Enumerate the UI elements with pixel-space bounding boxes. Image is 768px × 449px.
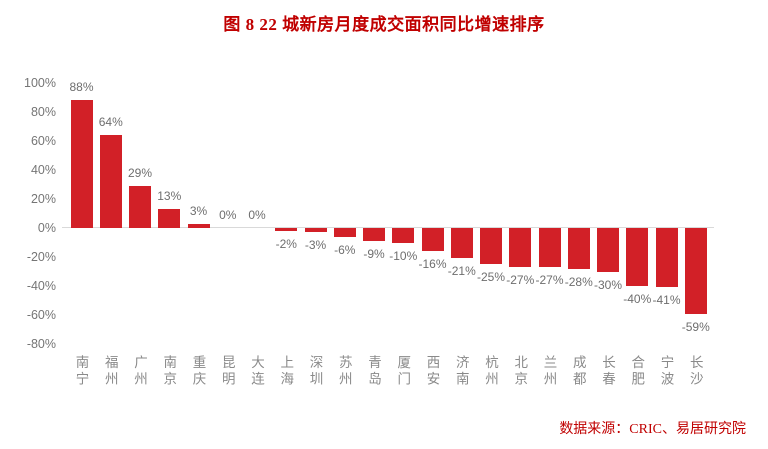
y-axis-tick-label: -40% bbox=[26, 279, 56, 293]
x-axis-city-label: 成都 bbox=[570, 355, 586, 388]
x-axis-city-label: 重庆 bbox=[190, 355, 206, 388]
bar bbox=[70, 100, 93, 228]
x-axis-city-label: 北京 bbox=[512, 355, 528, 388]
x-axis-city-label: 深圳 bbox=[307, 355, 323, 388]
bar-value-label: -25% bbox=[476, 270, 505, 285]
y-axis-tick-label: 20% bbox=[30, 192, 56, 206]
bar-value-label: 64% bbox=[98, 115, 123, 130]
bar bbox=[421, 228, 444, 252]
x-axis-city-label: 大连 bbox=[249, 355, 264, 388]
y-axis-tick-label: 80% bbox=[30, 105, 56, 119]
bar-value-label: -9% bbox=[363, 247, 385, 262]
bar-value-label: 29% bbox=[127, 165, 153, 180]
x-axis-city-label: 济南 bbox=[453, 355, 469, 388]
x-axis-city-label: 上海 bbox=[278, 355, 294, 388]
x-axis-city-label: 长沙 bbox=[687, 355, 703, 388]
x-axis-city-label: 青岛 bbox=[366, 355, 381, 388]
y-axis-tick-label: -60% bbox=[26, 308, 56, 322]
x-axis-city-label: 南京 bbox=[161, 355, 177, 388]
bar bbox=[158, 209, 181, 228]
y-axis-tick-label: 100% bbox=[24, 76, 56, 90]
bar-value-label: -30% bbox=[593, 277, 622, 292]
x-axis-city-label: 西安 bbox=[424, 355, 440, 388]
y-axis-tick-label: 0% bbox=[37, 221, 56, 235]
x-axis-city-label: 南宁 bbox=[73, 355, 89, 388]
x-axis-city-label: 广州 bbox=[132, 355, 147, 388]
bar bbox=[684, 228, 707, 314]
bar bbox=[567, 228, 590, 269]
bar bbox=[480, 228, 502, 265]
bar bbox=[187, 223, 210, 228]
bar bbox=[509, 228, 532, 268]
x-axis-city-label: 长春 bbox=[600, 355, 615, 388]
bar bbox=[392, 228, 415, 243]
bar-value-label: -16% bbox=[418, 257, 447, 272]
bar-value-label: -59% bbox=[681, 319, 710, 334]
bar-value-label: -27% bbox=[506, 273, 535, 288]
bar bbox=[275, 228, 298, 231]
x-axis-city-label: 杭州 bbox=[483, 355, 498, 388]
zero-axis-line bbox=[62, 227, 714, 228]
bar bbox=[626, 228, 649, 286]
bar bbox=[655, 228, 678, 288]
y-axis-tick-label: -80% bbox=[26, 337, 56, 351]
y-axis-tick-label: 60% bbox=[30, 134, 56, 148]
bar bbox=[450, 228, 473, 259]
bar-value-label: -6% bbox=[334, 242, 356, 257]
x-axis-city-label: 厦门 bbox=[395, 355, 411, 388]
bar bbox=[363, 228, 385, 242]
bar-value-label: -21% bbox=[447, 264, 476, 279]
bar-value-label: -28% bbox=[564, 274, 593, 289]
bar-value-label: 13% bbox=[157, 189, 182, 204]
chart-title: 图 8 22 城新房月度成交面积同比增速排序 bbox=[223, 15, 545, 34]
y-axis-tick-label: -20% bbox=[26, 250, 56, 264]
x-axis-city-label: 昆明 bbox=[219, 355, 235, 388]
data-source-note: 数据来源：CRIC、易居研究院 bbox=[559, 422, 746, 437]
bar-value-label: -3% bbox=[304, 238, 327, 253]
bar-value-label: 0% bbox=[219, 208, 237, 222]
bar-value-label: 3% bbox=[189, 203, 208, 218]
y-axis-tick-label: 40% bbox=[30, 163, 56, 177]
x-axis-city-label: 苏州 bbox=[336, 355, 352, 388]
bar-value-label: 0% bbox=[248, 208, 266, 222]
bar-value-label: -10% bbox=[389, 248, 418, 263]
bar bbox=[99, 135, 122, 228]
x-axis-city-label: 福州 bbox=[102, 355, 118, 388]
bar-value-label: -40% bbox=[623, 292, 652, 306]
bar bbox=[333, 228, 356, 237]
x-axis-city-label: 宁波 bbox=[658, 355, 674, 388]
bar-value-label: 88% bbox=[69, 80, 94, 95]
x-axis-city-label: 兰州 bbox=[541, 355, 557, 388]
bar-value-label: -41% bbox=[652, 293, 681, 308]
bar bbox=[538, 228, 561, 268]
bar-value-label: -27% bbox=[535, 273, 564, 288]
bar bbox=[129, 185, 151, 228]
bar-value-label: -2% bbox=[275, 236, 297, 251]
bar bbox=[597, 228, 619, 272]
x-axis-city-label: 合肥 bbox=[629, 355, 645, 388]
bar bbox=[304, 228, 327, 233]
